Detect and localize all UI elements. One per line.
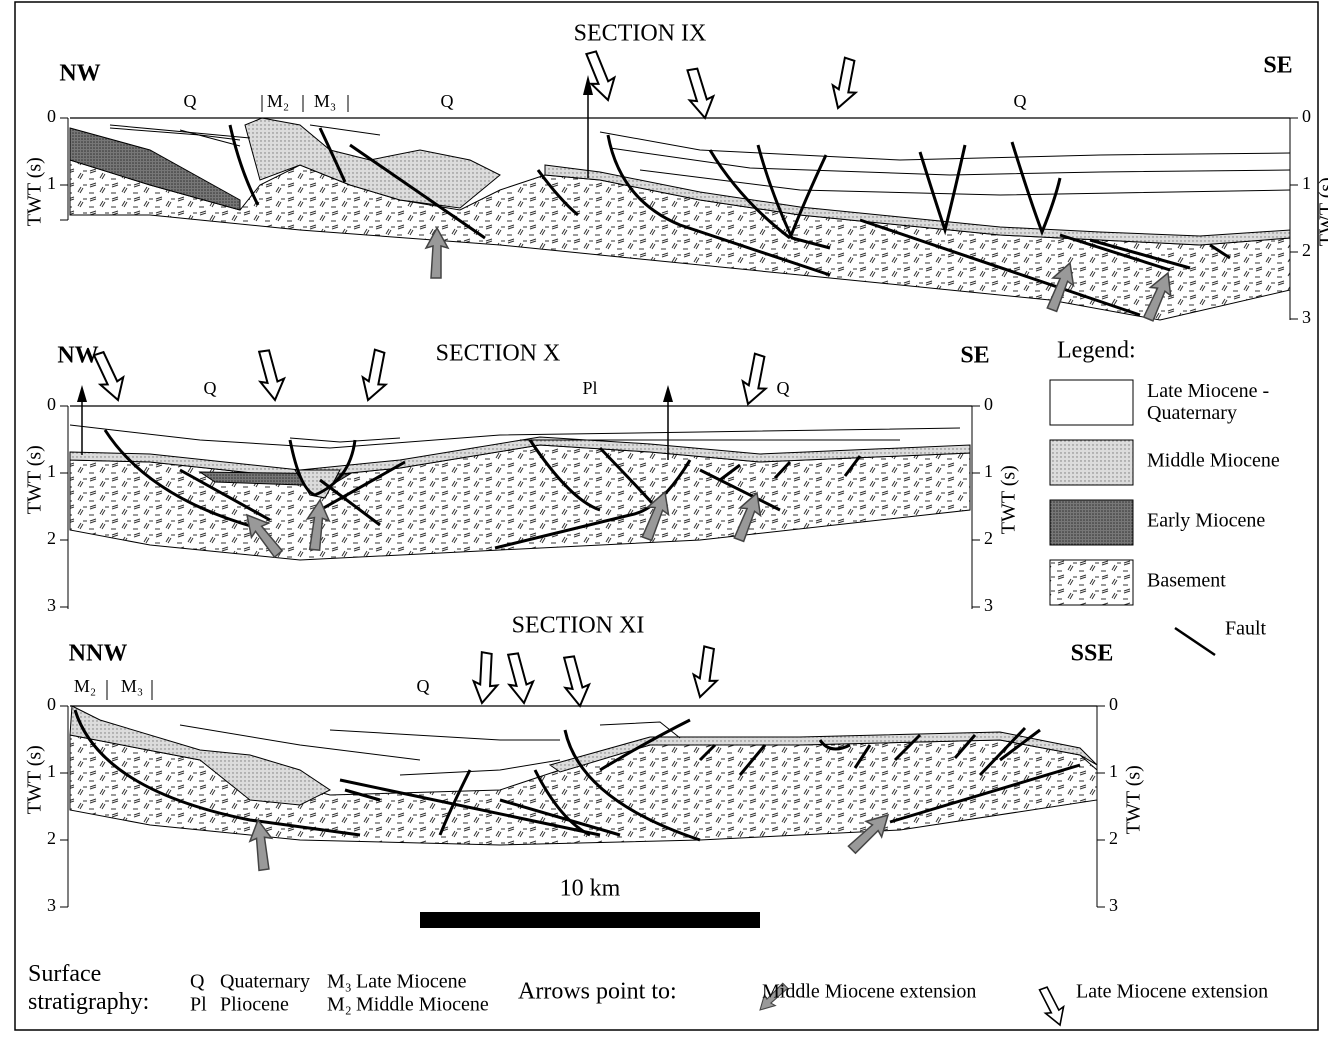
scale-label: 10 km	[560, 876, 621, 902]
axis-label: TWT (s)	[24, 157, 46, 226]
tick-label: 2	[47, 528, 56, 548]
legend-item: Middle Miocene	[1147, 450, 1280, 472]
section-xi-geology	[68, 646, 1097, 907]
direction-label: SE	[1263, 53, 1292, 79]
direction-label: SE	[960, 343, 989, 369]
axis-label: TWT (s)	[24, 745, 46, 814]
figure: Legend: Middle Miocene Early Miocene Bas…	[0, 0, 1328, 1039]
direction-label: SSE	[1071, 641, 1114, 667]
surface-label: M₃	[121, 676, 143, 696]
arrows-title: Arrows point to:	[518, 979, 677, 1005]
key-name: Middle Miocene	[356, 994, 489, 1016]
surface-title: Surface stratigraphy:	[28, 960, 188, 1016]
key-code: M₂	[327, 994, 352, 1016]
tick-label: 0	[47, 694, 56, 714]
key-name: Pliocene	[220, 994, 289, 1016]
surface-label: Q	[184, 91, 197, 111]
axis-label: TWT (s)	[24, 445, 46, 514]
diagram: Legend: Middle Miocene Early Miocene Bas…	[0, 0, 1328, 1039]
key-name: Late Miocene	[356, 971, 467, 993]
tick-label: 0	[47, 106, 56, 126]
surface-label: Q	[777, 378, 790, 398]
tick-label: 3	[1302, 307, 1311, 327]
tick-label: 3	[47, 895, 56, 915]
legend-item: Basement	[1147, 570, 1226, 592]
legend-item: Late Miocene - Quaternary	[1147, 380, 1297, 424]
surface-label: Pl	[582, 378, 597, 398]
surface-label: Q	[417, 676, 430, 696]
section-title: SECTION X	[436, 341, 561, 367]
legend-title: Legend:	[1057, 338, 1136, 364]
scale-bar	[420, 912, 760, 928]
late-arrow-label: Late Miocene extension	[1076, 981, 1268, 1003]
tick-label: 3	[47, 595, 56, 615]
key-code: M₃	[327, 971, 352, 993]
tick-label: 1	[47, 461, 56, 481]
direction-label: NW	[59, 61, 100, 87]
surface-label: M₃	[314, 91, 336, 111]
tick-label: 1	[1109, 761, 1118, 781]
middle-arrow-label: Middle Miocene extension	[762, 981, 976, 1003]
key-code: Q	[190, 971, 205, 993]
tick-label: 1	[1302, 173, 1311, 193]
section-ix-geology	[60, 49, 1290, 324]
axis-label: TWT (s)	[1123, 765, 1145, 834]
late-arrow-icon	[1037, 984, 1069, 1028]
legend-item: Fault	[1225, 618, 1267, 640]
surface-label: Q	[204, 378, 217, 398]
axis-label: TWT (s)	[1316, 177, 1328, 246]
axis-label: TWT (s)	[998, 465, 1020, 534]
surface-label: M₂	[74, 676, 96, 696]
key-name: Quaternary	[220, 971, 310, 993]
section-title: SECTION XI	[512, 613, 645, 639]
surface-label: Q	[441, 91, 454, 111]
tick-label: 0	[1302, 106, 1311, 126]
tick-label: 0	[47, 394, 56, 414]
surface-label: Q	[1014, 91, 1027, 111]
tick-label: 3	[984, 595, 993, 615]
surface-label: M₂	[267, 91, 289, 111]
tick-label: 0	[984, 394, 993, 414]
tick-label: 1	[47, 761, 56, 781]
tick-label: 1	[984, 461, 993, 481]
tick-label: 2	[984, 528, 993, 548]
direction-label: NW	[57, 343, 98, 369]
legend-item: Early Miocene	[1147, 510, 1265, 532]
section-title: SECTION IX	[574, 21, 707, 47]
key-code: Pl	[190, 994, 207, 1016]
direction-label: NNW	[69, 641, 128, 667]
tick-label: 1	[47, 173, 56, 193]
tick-label: 2	[47, 828, 56, 848]
tick-label: 2	[1302, 240, 1311, 260]
tick-label: 0	[1109, 694, 1118, 714]
tick-label: 2	[1109, 828, 1118, 848]
tick-label: 3	[1109, 895, 1118, 915]
